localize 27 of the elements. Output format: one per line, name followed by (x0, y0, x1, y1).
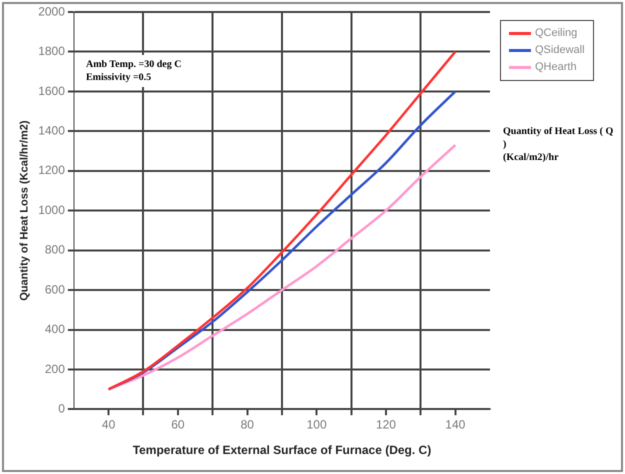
x-tick-label: 120 (376, 418, 396, 432)
y-tick-label: 1400 (38, 123, 66, 138)
y-axis-title: Quantity of Heat Loss (Kcal/hr/m2) (18, 120, 31, 301)
annotation: Amb Temp. =30 deg C (86, 58, 182, 71)
annotation: Emissivity =0.5 (86, 71, 152, 84)
y-tick-label: 600 (44, 282, 66, 296)
y-tick-label: 200 (44, 362, 66, 376)
x-tick-label: 40 (102, 418, 116, 432)
legend-label: QCeiling (534, 26, 578, 41)
y-tick-label: 0 (58, 402, 66, 416)
y-tick-label: 1600 (38, 84, 66, 98)
x-tick-label: 140 (445, 418, 466, 432)
y-tick-label: 1800 (38, 44, 66, 58)
text: (Kcal/m2)/hr (503, 151, 560, 164)
x-tick-label: 100 (306, 418, 327, 432)
y-tick-label: 400 (44, 322, 66, 336)
line-series (107, 144, 457, 391)
x-tick-label: 80 (240, 418, 254, 432)
x-tick-label: 60 (171, 418, 185, 432)
legend-label: QHearth (534, 60, 578, 75)
y-tick-label: 2000 (38, 4, 66, 18)
y-tick-label: 1200 (38, 163, 66, 178)
y-tick-label: 800 (44, 242, 66, 257)
text: Quantity of Heat Loss ( Q ) (503, 125, 614, 151)
y-tick-label: 1000 (38, 202, 66, 217)
x-axis-title: Temperature of External Surface of Furnace (Deg. C) (132, 443, 432, 458)
legend-label: QSidewall (534, 43, 585, 58)
